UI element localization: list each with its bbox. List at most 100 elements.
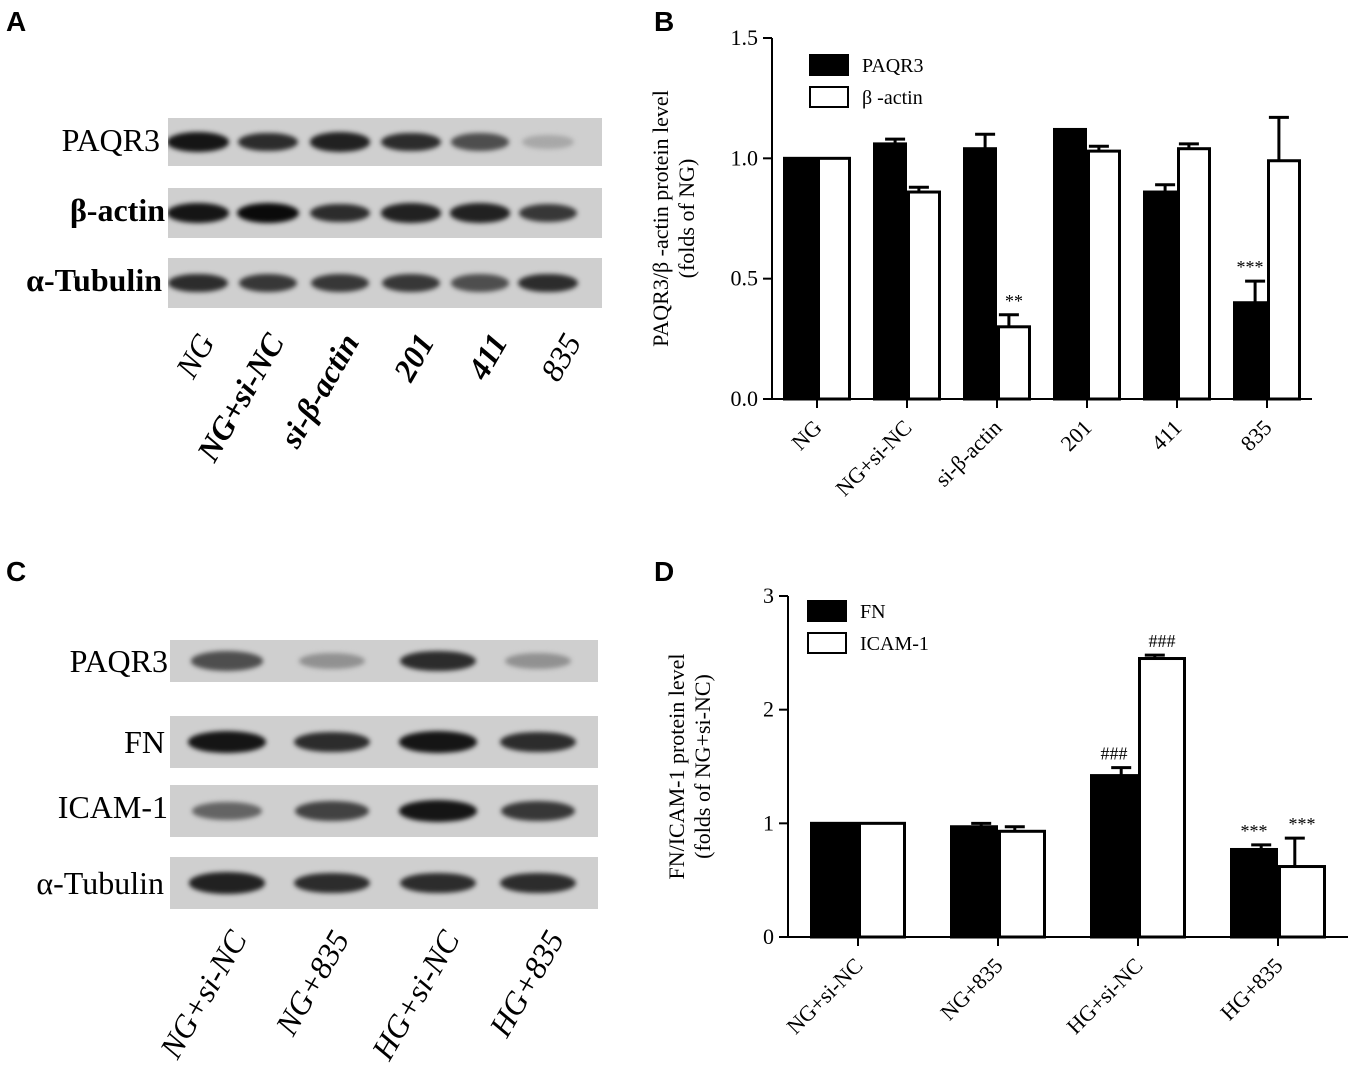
bar <box>997 325 1031 401</box>
blot-a-row-label: β-actin <box>69 192 165 228</box>
y-tick-label: 2 <box>763 697 774 722</box>
blot-c-strip <box>170 640 598 682</box>
blot-band <box>518 273 578 293</box>
blot-band <box>190 651 264 671</box>
legend-swatch <box>807 632 847 654</box>
blot-band <box>294 731 370 753</box>
blot-c-row-label: α-Tubulin <box>36 865 164 901</box>
blot-band <box>310 203 370 223</box>
x-tick-label: 201 <box>1056 415 1097 456</box>
x-tick-label: NG+si-NC <box>781 953 867 1039</box>
legend-swatch <box>809 86 849 108</box>
y-tick-label: 1.0 <box>731 145 759 170</box>
blot-band <box>522 134 574 150</box>
x-tick-label: NG <box>786 415 826 455</box>
bar <box>950 825 998 939</box>
blot-band <box>298 652 366 670</box>
legend-label: FN <box>860 601 886 623</box>
blot-c-row-label: PAQR3 <box>69 643 168 679</box>
blot-band <box>451 133 509 151</box>
legend-label: β -actin <box>862 87 923 109</box>
y-tick-label: 0.5 <box>731 266 759 291</box>
blot-c-row-label: ICAM-1 <box>57 789 168 825</box>
y-tick-label: 0 <box>763 924 774 949</box>
blot-band <box>500 800 576 822</box>
blot-band <box>381 132 441 152</box>
legend-swatch <box>809 54 849 76</box>
x-tick-label: HG+si-NC <box>1061 953 1147 1039</box>
blot-a-strip <box>168 258 602 308</box>
blot-band <box>504 652 572 670</box>
bar <box>1233 301 1267 401</box>
bar <box>1053 127 1087 401</box>
blot-band <box>399 800 477 822</box>
significance-marker: ### <box>1101 744 1128 764</box>
blot-band <box>399 731 477 753</box>
legend-label: ICAM-1 <box>860 633 929 655</box>
bar <box>998 829 1046 939</box>
blot-band <box>188 872 266 894</box>
blot-a-row-label: α-Tubulin <box>26 262 162 298</box>
bar <box>873 142 907 401</box>
blot-a-row-label: PAQR3 <box>61 122 160 158</box>
blot-c-strip <box>170 785 598 837</box>
y-axis-label: PAQR3/β -actin protein level <box>648 90 673 347</box>
blot-band <box>168 132 229 152</box>
significance-marker: ### <box>1149 631 1176 651</box>
blot-band <box>238 132 298 152</box>
bar <box>1230 847 1278 939</box>
bar <box>858 821 906 939</box>
bar <box>1090 774 1138 939</box>
blot-band <box>400 872 476 894</box>
blot-band <box>295 801 369 821</box>
bar <box>963 147 997 401</box>
x-tick-label: si-β-actin <box>930 415 1007 492</box>
legend-swatch <box>807 600 847 622</box>
bar <box>810 821 858 939</box>
bar <box>907 190 941 401</box>
bar <box>1267 159 1301 401</box>
y-axis-label: FN/ICAM-1 protein level <box>664 653 689 879</box>
blot-band <box>451 274 509 292</box>
bar <box>1087 149 1121 401</box>
blot-band <box>380 203 442 223</box>
y-tick-label: 0.0 <box>731 386 759 411</box>
chart-group: 0 1 2 3 FN/ICAM-1 protein level (folds of NG+… <box>664 583 1348 1039</box>
x-tick-label: NG+835 <box>935 953 1007 1025</box>
x-tick-label: HG+835 <box>1215 953 1287 1025</box>
panel-b-letter: B <box>654 6 675 37</box>
x-tick-label: NG+si-NC <box>830 415 916 501</box>
panel-a-letter: A <box>6 6 27 37</box>
blot-a-strip <box>168 188 602 238</box>
blot-c-strip <box>170 857 598 909</box>
significance-marker: *** <box>1241 821 1268 841</box>
blot-a-strip <box>168 118 602 166</box>
y-axis-label: (folds of NG) <box>674 159 699 279</box>
blot-band <box>449 203 511 223</box>
blot-band <box>294 872 370 894</box>
bar <box>1138 657 1186 939</box>
bar <box>1177 147 1211 401</box>
blot-band <box>381 273 441 293</box>
bar <box>783 156 817 401</box>
y-tick-label: 1 <box>763 810 774 835</box>
blot-band <box>500 731 576 753</box>
blot-band <box>400 650 476 672</box>
bar <box>1143 190 1177 401</box>
bar <box>817 156 851 401</box>
blot-band <box>168 273 228 293</box>
significance-marker: *** <box>1289 814 1316 834</box>
blot-c-row-label: FN <box>124 724 165 760</box>
chart-group: 0.0 0.5 1.0 1.5 PAQR3/β -actin protein level… <box>648 25 1312 501</box>
blot-band <box>191 801 263 821</box>
blot-band <box>310 273 370 293</box>
x-tick-label: 411 <box>1146 415 1186 455</box>
blot-band <box>237 203 299 223</box>
bar <box>1278 865 1326 939</box>
significance-marker: *** <box>1237 257 1264 277</box>
y-tick-label: 3 <box>763 583 774 608</box>
y-tick-label: 1.5 <box>731 25 759 50</box>
blot-band <box>188 731 266 753</box>
panel-d-letter: D <box>654 556 675 587</box>
